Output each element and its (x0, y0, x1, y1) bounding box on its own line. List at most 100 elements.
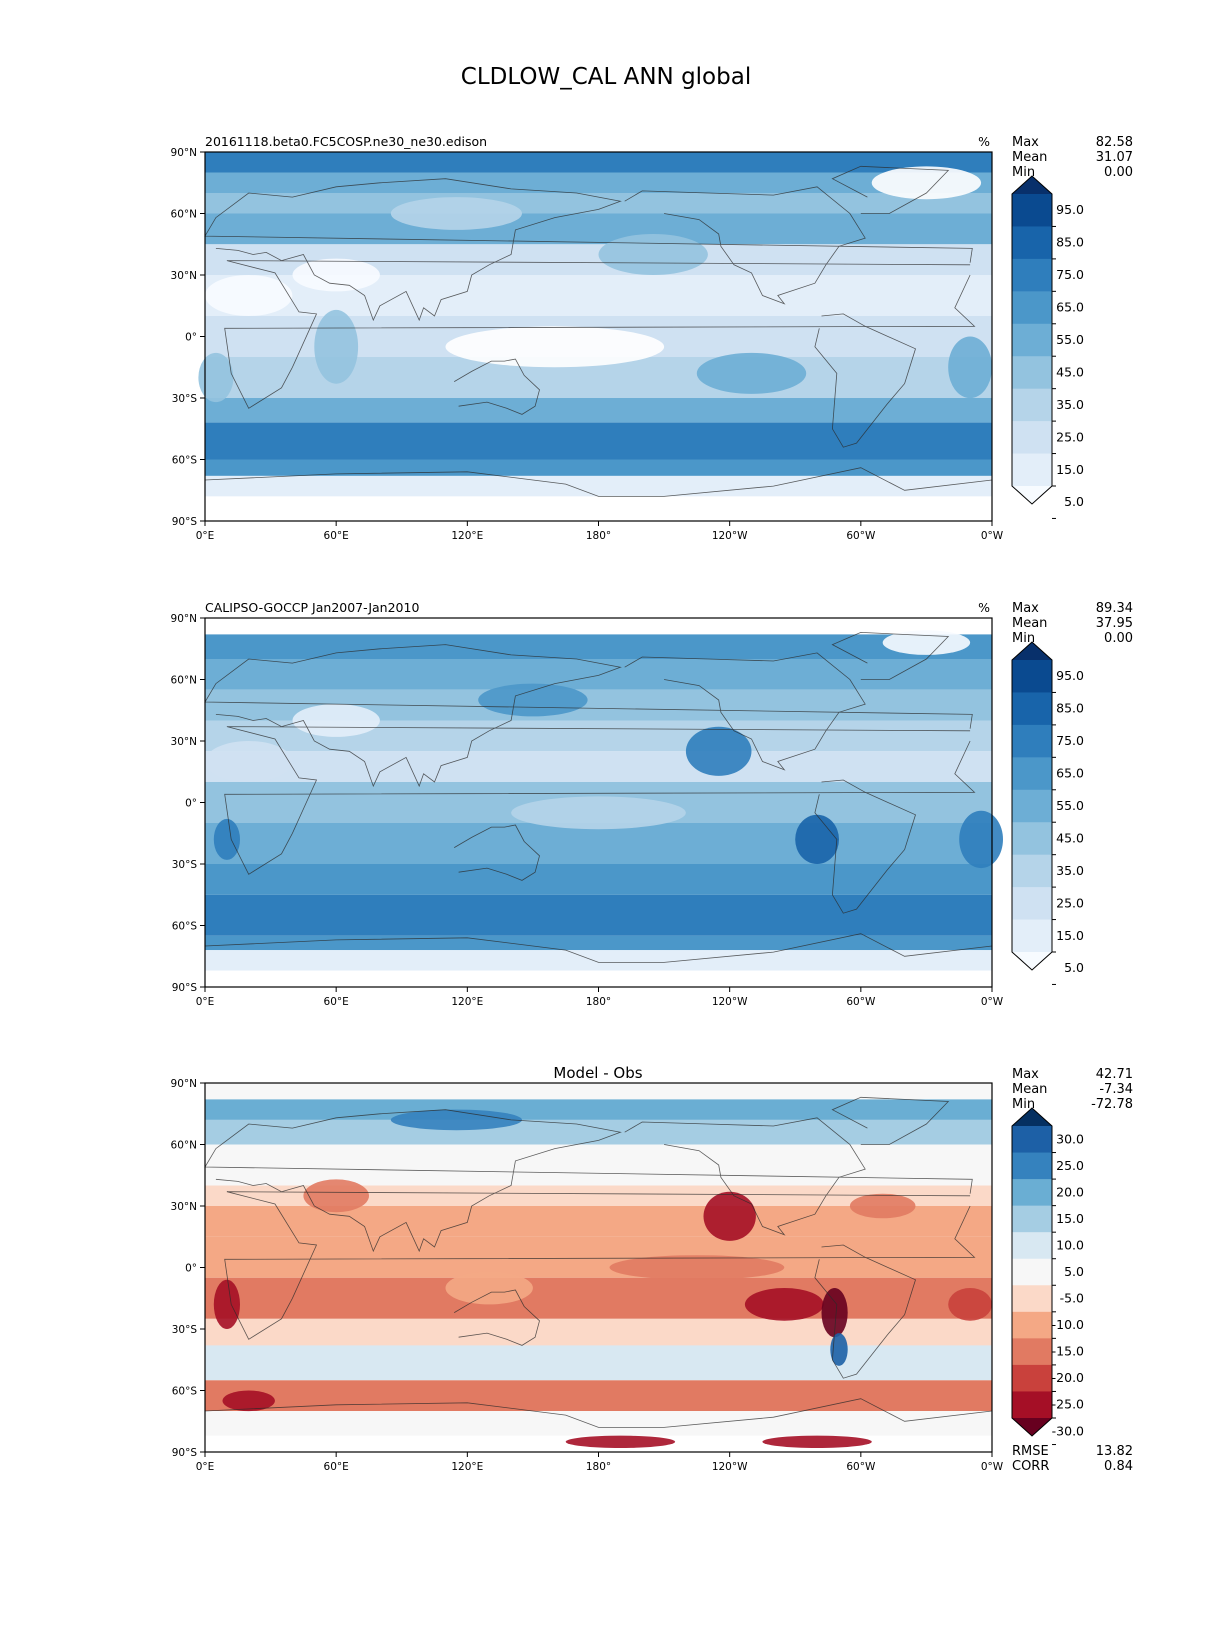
stat-max-value: 42.71 (1096, 1067, 1133, 1082)
panel-obs: CALIPSO-GOCCP Jan2007-Jan2010 % 0°E 60°E 1… (171, 600, 1133, 1008)
colorbar-segment (1012, 194, 1052, 227)
colorbar-label: 95.0 (1056, 202, 1084, 217)
coastline-2 (453, 358, 540, 415)
panel-diff: Model - Obs 0°E 60°E 120°E 180° 120°W 60°W 0°W… (171, 1064, 1133, 1474)
colorbar-segment (1012, 258, 1052, 292)
x-tick-label: 120°W (712, 530, 748, 542)
map-area (204, 617, 1003, 988)
colorbar-label: 20.0 (1056, 1184, 1084, 1199)
colorbar-segment (1012, 757, 1052, 791)
y-tick-label: 60°S (172, 921, 198, 933)
field-region-6 (871, 166, 982, 200)
field-region-4 (292, 704, 380, 737)
y-tick-label: 30°N (171, 736, 197, 748)
x-tick-label: 120°W (712, 996, 748, 1008)
field-region-3 (213, 818, 240, 860)
stat-max-label: Max (1012, 601, 1039, 616)
stat-min-value: 0.00 (1104, 631, 1133, 646)
colorbar-segment (1012, 822, 1052, 856)
colorbar-extend-bottom (1012, 952, 1052, 970)
colorbar-label: -20.0 (1052, 1370, 1084, 1385)
x-tick-label: 180° (586, 1461, 611, 1473)
x-tick-label: 0°W (981, 1461, 1004, 1473)
colorbar-segment (1012, 291, 1052, 325)
field-band-10 (205, 459, 992, 476)
field-region-1 (795, 814, 839, 865)
coastline-6 (204, 467, 993, 497)
y-tick-label: 90°N (171, 1078, 197, 1090)
field-band-10 (205, 935, 992, 951)
field-band-8 (205, 864, 992, 895)
field-band-4 (205, 1185, 992, 1206)
y-tick-label: 60°N (171, 675, 197, 687)
stat-min-value: 0.00 (1104, 165, 1133, 180)
colorbar-segment (1012, 1232, 1052, 1260)
y-tick-label: 90°N (171, 147, 197, 159)
y-tick-label: 60°N (171, 209, 197, 221)
x-tick-label: 60°E (324, 1461, 349, 1473)
stat-mean-label: Mean (1012, 150, 1047, 165)
colorbar-label: 10.0 (1056, 1237, 1084, 1252)
colorbar-label: 35.0 (1056, 397, 1084, 412)
field-band-11 (205, 1411, 992, 1436)
x-tick-label: 0°E (196, 1461, 215, 1473)
colorbar-label: 85.0 (1056, 701, 1084, 716)
y-tick-label: 30°S (172, 859, 198, 871)
colorbar-segment (1012, 1364, 1052, 1392)
colorbar: 95.0 85.0 75.0 65.0 55.0 45.0 35.0 25.0 15.0 5.0 (1011, 175, 1084, 519)
field-region-6 (478, 683, 588, 717)
colorbar-segment (1012, 1311, 1052, 1339)
colorbar-extend-top (1012, 642, 1052, 660)
colorbar-segment (1012, 388, 1052, 422)
x-tick-label: 0°E (196, 996, 215, 1008)
stat-rmse-label: RMSE (1012, 1444, 1049, 1459)
field-region-3 (948, 336, 992, 399)
colorbar-label: 65.0 (1056, 766, 1084, 781)
coastline-1 (204, 644, 973, 788)
panel-model: 20161118.beta0.FC5COSP.ne30_ne30.edison … (171, 134, 1133, 542)
x-tick-label: 60°E (324, 530, 349, 542)
field-region-4 (948, 1288, 992, 1321)
field-region-10 (303, 1179, 370, 1213)
colorbar-label: -10.0 (1052, 1317, 1084, 1332)
field-region-9 (292, 258, 380, 292)
stat-corr-label: CORR (1012, 1459, 1049, 1474)
colorbar-extend-bottom (1012, 486, 1052, 504)
x-tick-label: 120°E (451, 530, 483, 542)
stats-block: Max 89.34 Mean 37.95 Min 0.00 (1012, 601, 1133, 646)
field-region-2 (959, 810, 1003, 869)
colorbar-segment (1012, 724, 1052, 758)
field-region-4 (198, 352, 234, 403)
colorbar-label: -15.0 (1052, 1344, 1084, 1359)
y-tick-label: 90°N (171, 613, 197, 625)
colorbar-label: 30.0 (1056, 1131, 1084, 1146)
colorbar-segment (1012, 453, 1052, 487)
field-region-3 (213, 1279, 240, 1329)
field-region-11 (849, 1193, 916, 1219)
colorbar-segment (1012, 1391, 1052, 1419)
field-band-1 (205, 634, 992, 659)
colorbar: 30.0 25.0 20.0 15.0 10.0 5.0 -5.0 -10.0 -15.0 -20… (1011, 1107, 1084, 1446)
x-tick-label: 0°W (981, 530, 1004, 542)
colorbar-extend-top (1012, 1108, 1052, 1126)
x-tick-label: 180° (586, 530, 611, 542)
colorbar-label: -30.0 (1052, 1423, 1084, 1438)
coastline-4 (814, 1244, 916, 1379)
x-tick-label: 120°E (451, 1461, 483, 1473)
colorbar-segment (1012, 421, 1052, 455)
colorbar-label: 15.0 (1056, 462, 1084, 477)
coastline-3 (624, 1117, 866, 1236)
y-tick-label: 0° (185, 332, 197, 344)
colorbar-extend-bottom (1012, 1418, 1052, 1436)
coastline-2 (453, 1289, 540, 1346)
colorbar-label: -25.0 (1052, 1397, 1084, 1412)
y-tick-label: 60°S (172, 1386, 198, 1398)
field-region-8 (205, 275, 293, 316)
colorbar-label: 5.0 (1064, 1264, 1084, 1279)
field-region-6 (565, 1435, 676, 1449)
colorbar-segment (1012, 226, 1052, 260)
colorbar-label: 45.0 (1056, 364, 1084, 379)
field-region-1 (445, 326, 665, 368)
x-tick-label: 0°E (196, 530, 215, 542)
stat-mean-label: Mean (1012, 616, 1047, 631)
